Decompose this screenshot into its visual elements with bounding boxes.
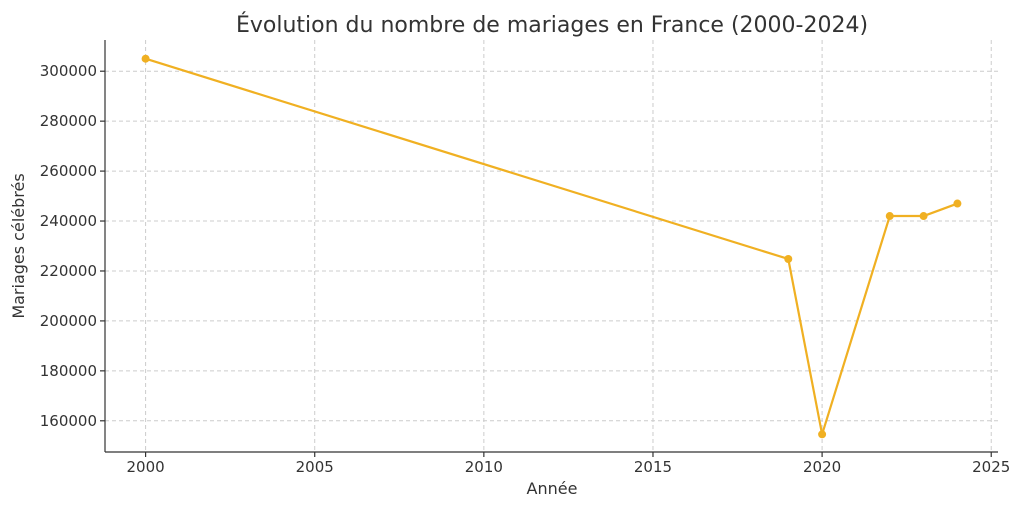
x-tick-label: 2020 [803,458,841,476]
series-line [145,57,958,436]
chart-title: Évolution du nombre de mariages en Franc… [236,12,868,38]
y-tick-label: 160000 [40,412,97,430]
x-tick-label: 2000 [126,458,164,476]
y-tick-label: 280000 [40,112,97,130]
x-tick-label: 2010 [465,458,503,476]
data-point [141,54,150,63]
y-tick-label: 300000 [40,62,97,80]
x-tick-label: 2005 [296,458,334,476]
data-point [919,212,928,221]
x-tick-label: 2025 [972,458,1010,476]
data-point [818,430,827,439]
x-ticks: 2000 2005 2010 2015 2020 2025 [126,452,1010,476]
y-ticks: 160000 180000 200000 220000 240000 260000 2800… [40,62,105,430]
y-tick-label: 200000 [40,312,97,330]
x-axis-label: Année [527,479,578,498]
y-tick-label: 240000 [40,212,97,230]
data-point [784,254,793,263]
y-tick-label: 220000 [40,262,97,280]
series [141,54,962,439]
y-axis-label: Mariages célébrés [9,173,28,318]
axes [104,40,998,453]
y-tick-label: 180000 [40,362,97,380]
y-tick-label: 260000 [40,162,97,180]
grid [105,40,998,452]
x-tick-label: 2015 [634,458,672,476]
data-point [885,212,894,221]
data-point [953,199,962,208]
